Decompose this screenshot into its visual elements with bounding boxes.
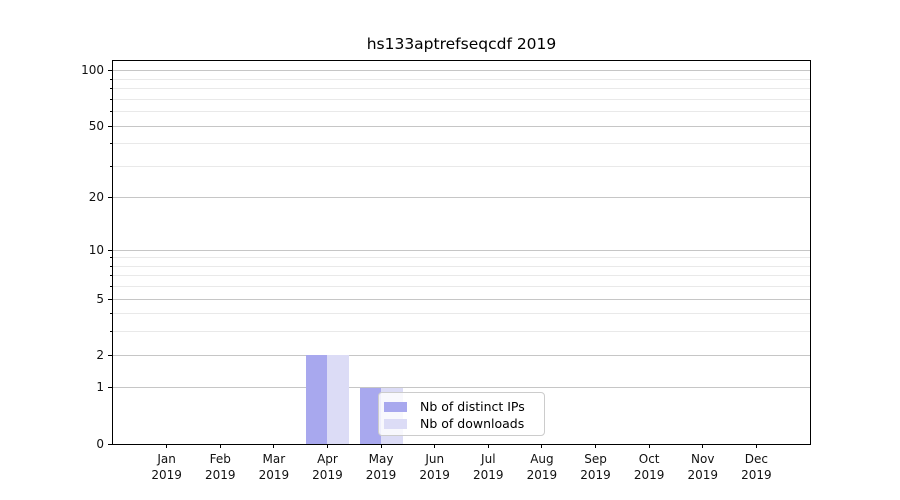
y-minor-tick-mark bbox=[110, 143, 113, 145]
x-tick-label-feb: Feb 2019 bbox=[204, 452, 236, 482]
x-tick-mark bbox=[648, 444, 650, 448]
y-tick-mark bbox=[108, 443, 113, 445]
top-spine bbox=[112, 60, 811, 61]
gridline-minor bbox=[113, 98, 810, 100]
y-minor-tick-mark bbox=[110, 313, 113, 315]
gridline-major bbox=[113, 387, 810, 389]
y-tick-label: 1 bbox=[96, 380, 104, 395]
y-minor-tick-mark bbox=[110, 78, 113, 80]
bar-apr-downloads bbox=[327, 355, 349, 444]
x-tick-label-aug: Aug 2019 bbox=[526, 452, 558, 482]
gridline-major bbox=[113, 249, 810, 251]
y-tick-mark bbox=[108, 354, 113, 356]
y-minor-tick-mark bbox=[110, 257, 113, 259]
y-tick-mark bbox=[108, 387, 113, 389]
left-spine bbox=[112, 60, 113, 445]
y-tick-mark bbox=[108, 125, 113, 127]
gridline-minor bbox=[113, 111, 810, 113]
x-tick-mark bbox=[755, 444, 757, 448]
x-tick-mark bbox=[273, 444, 275, 448]
x-tick-mark bbox=[595, 444, 597, 448]
legend-label-downloads: Nb of downloads bbox=[420, 416, 525, 431]
y-tick-label: 50 bbox=[88, 118, 104, 133]
right-spine bbox=[810, 60, 811, 445]
legend-swatch-distinct-ips bbox=[384, 401, 407, 412]
y-tick-mark bbox=[108, 70, 113, 72]
x-tick-label-oct: Oct 2019 bbox=[633, 452, 665, 482]
plot-area: Nb of distinct IPs Nb of downloads bbox=[112, 60, 811, 445]
y-minor-tick-mark bbox=[110, 111, 113, 113]
gridline-minor bbox=[113, 78, 810, 80]
y-minor-tick-mark bbox=[110, 88, 113, 90]
x-tick-mark bbox=[487, 444, 489, 448]
x-tick-label-jan: Jan 2019 bbox=[151, 452, 182, 482]
gridline-minor bbox=[113, 143, 810, 145]
bottom-spine bbox=[112, 444, 811, 445]
bar-may-distinct-ips bbox=[359, 387, 382, 444]
y-tick-mark bbox=[108, 197, 113, 199]
x-tick-mark bbox=[326, 444, 328, 448]
y-tick-label: 5 bbox=[96, 291, 104, 306]
y-minor-tick-mark bbox=[110, 275, 113, 277]
x-tick-mark bbox=[219, 444, 221, 448]
x-tick-mark bbox=[541, 444, 543, 448]
gridline-major bbox=[113, 354, 810, 356]
y-tick-label: 0 bbox=[96, 436, 104, 451]
gridline-major bbox=[113, 197, 810, 199]
gridline-minor bbox=[113, 88, 810, 90]
x-tick-mark bbox=[380, 444, 382, 448]
y-tick-mark bbox=[108, 298, 113, 300]
y-minor-tick-mark bbox=[110, 331, 113, 333]
gridline-minor bbox=[113, 286, 810, 288]
y-minor-tick-mark bbox=[110, 265, 113, 267]
y-tick-mark bbox=[108, 249, 113, 251]
y-minor-tick-mark bbox=[110, 98, 113, 100]
y-tick-label: 10 bbox=[88, 242, 104, 257]
x-tick-label-mar: Mar 2019 bbox=[258, 452, 290, 482]
gridline-minor bbox=[113, 313, 810, 315]
y-tick-label: 2 bbox=[96, 347, 104, 362]
gridline-minor bbox=[113, 275, 810, 277]
bar-apr-distinct-ips bbox=[305, 355, 328, 444]
gridline-minor bbox=[113, 257, 810, 259]
x-tick-label-nov: Nov 2019 bbox=[687, 452, 719, 482]
x-tick-label-jun: Jun 2019 bbox=[419, 452, 450, 482]
x-tick-label-sep: Sep 2019 bbox=[580, 452, 611, 482]
chart-title: hs133aptrefseqcdf 2019 bbox=[366, 35, 557, 53]
legend-entry-downloads: Nb of downloads bbox=[384, 415, 536, 432]
x-tick-mark bbox=[166, 444, 168, 448]
x-tick-mark bbox=[434, 444, 436, 448]
legend-swatch-downloads bbox=[384, 418, 407, 429]
x-tick-label-apr: Apr 2019 bbox=[312, 452, 343, 482]
gridline-minor bbox=[113, 331, 810, 333]
legend-entry-distinct-ips: Nb of distinct IPs bbox=[384, 398, 536, 415]
x-tick-label-dec: Dec 2019 bbox=[741, 452, 772, 482]
gridline-major bbox=[113, 70, 810, 72]
legend-label-distinct-ips: Nb of distinct IPs bbox=[420, 399, 525, 414]
x-tick-label-jul: Jul 2019 bbox=[473, 452, 504, 482]
gridline-major bbox=[113, 298, 810, 300]
x-tick-mark bbox=[702, 444, 704, 448]
y-tick-label: 100 bbox=[81, 63, 104, 78]
gridline-minor bbox=[113, 165, 810, 167]
y-minor-tick-mark bbox=[110, 165, 113, 167]
gridline-major bbox=[113, 125, 810, 127]
gridline-minor bbox=[113, 265, 810, 267]
x-tick-label-may: May 2019 bbox=[365, 452, 397, 482]
legend: Nb of distinct IPs Nb of downloads bbox=[378, 392, 545, 436]
y-tick-label: 20 bbox=[88, 190, 104, 205]
y-minor-tick-mark bbox=[110, 286, 113, 288]
